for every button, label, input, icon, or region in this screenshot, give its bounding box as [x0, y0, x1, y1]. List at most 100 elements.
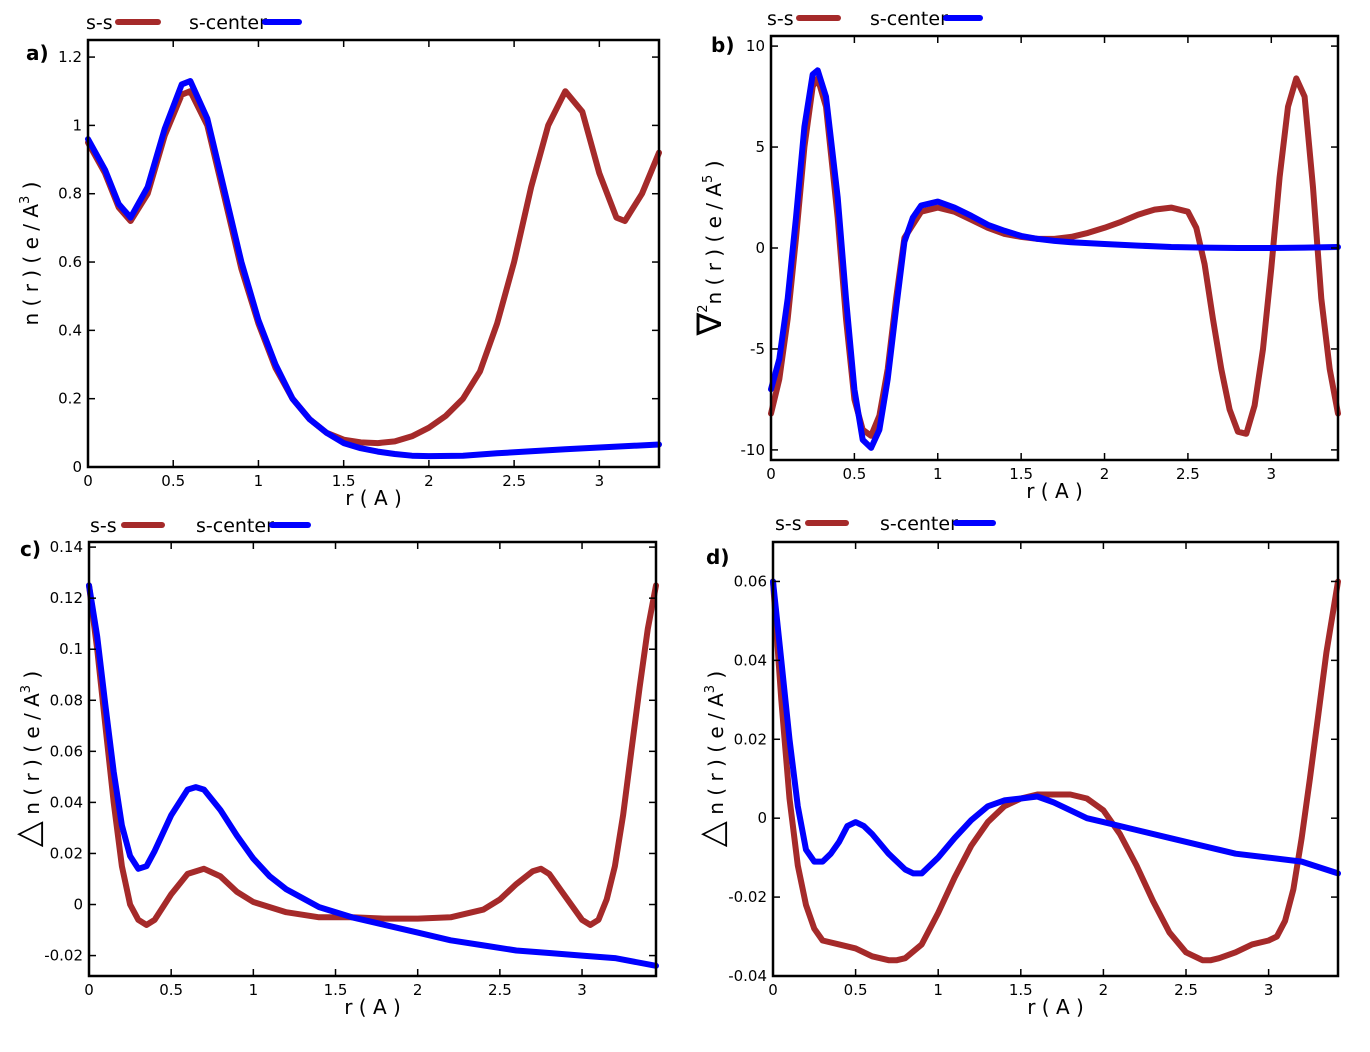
legend-label-s-center: s-center — [196, 515, 274, 537]
y-label-close: ) — [702, 160, 726, 174]
x-tick-label: 1.5 — [1009, 981, 1033, 999]
x-tick-label: 3 — [1267, 465, 1277, 483]
x-tick-label: 1 — [933, 981, 943, 999]
y-tick-label: 5 — [755, 138, 765, 156]
x-tick-label: 0 — [83, 472, 93, 490]
x-tick-label: 2 — [424, 472, 434, 490]
y-tick-label: 0 — [757, 809, 767, 827]
y-tick-label: 0.6 — [58, 253, 82, 271]
y-tick-label: 0.08 — [50, 691, 83, 709]
x-tick-label: 0 — [84, 981, 94, 999]
y-tick-label: -0.02 — [44, 947, 83, 965]
y-axis-label: △ n ( r ) ( e / A3 ) — [692, 671, 732, 848]
x-tick-label: 2.5 — [502, 472, 526, 490]
series-line-ss — [770, 578, 1341, 964]
x-tick-label: 1.5 — [324, 981, 348, 999]
y-tick-label: 0.04 — [734, 651, 767, 669]
legend-label-s-center: s-center — [189, 12, 267, 34]
y-label-text: n ( r ) ( e / A — [704, 693, 728, 821]
y-label-text: n ( r ) ( e / A — [702, 183, 726, 305]
x-tick-label: 3 — [595, 472, 605, 490]
y-tick-label: 1.2 — [58, 48, 82, 66]
y-tick-label: 0.2 — [58, 390, 82, 408]
y-tick-label: 0.12 — [50, 589, 83, 607]
legend-label-ss: s-s — [86, 12, 113, 34]
y-axis-label: ∇2n ( r ) ( e / A5 ) — [690, 160, 730, 336]
legend-label-s-center: s-center — [870, 8, 948, 30]
y-axis-label: n ( r ) ( e / A3 ) — [18, 182, 43, 326]
panel-label: c) — [20, 537, 41, 561]
panel-a: 0 0.5 1 1.5 2 2.5 3 0 0.2 0.4 0.6 0.8 1 1.2 r ( A ) n (… — [18, 12, 662, 510]
plot-frame — [87, 540, 658, 978]
y-tick-label: 0.06 — [734, 572, 767, 590]
panel-d: 0 0.5 1 1.5 2 2.5 3 -0.04 -0.02 0 0.02 0.04 0.06 r ( … — [692, 513, 1341, 1019]
series-line-s-center — [86, 582, 659, 969]
y-tick-label: 0.02 — [734, 730, 767, 748]
y-tick-label: 0.04 — [50, 793, 83, 811]
x-tick-label: 0.5 — [842, 465, 866, 483]
y-tick-label: -5 — [750, 340, 765, 358]
y-tick-label: 0 — [73, 896, 83, 914]
legend: s-s s-center — [90, 515, 311, 537]
x-axis-label: r ( A ) — [344, 995, 401, 1019]
y-tick-label: 1 — [72, 116, 82, 134]
x-axis-label: r ( A ) — [1026, 479, 1083, 503]
y-axis-label: △ n ( r ) ( e / A3 ) — [8, 671, 48, 848]
plot-frame — [771, 540, 1340, 978]
y-tick-label: -0.04 — [728, 967, 767, 985]
x-tick-label: 2 — [1100, 465, 1110, 483]
x-tick-label: 2 — [1099, 981, 1109, 999]
x-tick-label: 1 — [249, 981, 259, 999]
y-tick-label: 10 — [746, 37, 765, 55]
legend: s-s s-center — [775, 513, 996, 535]
x-tick-label: 1.5 — [1009, 465, 1033, 483]
y-label-text: n ( r ) ( e / A — [19, 204, 43, 326]
y-label-operator: △ — [8, 820, 48, 847]
series-line-s-center — [85, 78, 662, 460]
legend-label-s-center: s-center — [880, 513, 958, 535]
y-label-exponent: 3 — [19, 685, 34, 693]
y-label-close: ) — [704, 671, 728, 685]
x-tick-label: 3 — [577, 981, 587, 999]
y-label-operator-power: 2 — [696, 304, 711, 312]
y-tick-label: 0 — [72, 458, 82, 476]
plot-frame — [86, 38, 661, 469]
y-tick-label: 0.8 — [58, 185, 82, 203]
legend-label-ss: s-s — [90, 515, 117, 537]
y-label-text: n ( r ) ( e / A — [20, 693, 44, 821]
y-tick-label: 0.02 — [50, 844, 83, 862]
series-line-s-center — [768, 67, 1341, 451]
panel-c: 0 0.5 1 1.5 2 2.5 3-0.0200.020.040.060.080.10.… — [8, 515, 659, 1019]
y-tick-label: 0.1 — [59, 640, 83, 658]
y-tick-label: 0.4 — [58, 321, 82, 339]
x-tick-label: 0 — [766, 465, 776, 483]
y-label-exponent: 5 — [701, 175, 716, 183]
y-tick-label: 0.06 — [50, 742, 83, 760]
y-label-close: ) — [19, 182, 43, 196]
y-label-close: ) — [20, 671, 44, 685]
legend: s-s s-center — [767, 8, 983, 30]
panel-label: d) — [706, 545, 729, 569]
y-label-exponent: 3 — [18, 196, 33, 204]
series-line-s-center — [770, 578, 1341, 877]
y-label-exponent: 3 — [703, 685, 718, 693]
y-tick-label: -0.02 — [728, 888, 767, 906]
x-tick-label: 2 — [413, 981, 423, 999]
x-tick-label: 1.5 — [332, 472, 356, 490]
x-tick-label: 0 — [768, 981, 778, 999]
x-tick-label: 2.5 — [488, 981, 512, 999]
x-tick-label: 2.5 — [1174, 981, 1198, 999]
series-line-ss — [86, 582, 659, 928]
y-label-operator: △ — [692, 820, 732, 847]
y-tick-label: -10 — [741, 441, 766, 459]
x-tick-label: 0.5 — [844, 981, 868, 999]
x-axis-label: r ( A ) — [345, 486, 402, 510]
x-tick-label: 1 — [933, 465, 943, 483]
y-tick-label: 0.14 — [50, 538, 83, 556]
legend: s-s s-center — [86, 12, 302, 34]
panel-label: a) — [26, 41, 49, 65]
x-tick-label: 0.5 — [161, 472, 185, 490]
series-line-ss — [85, 88, 662, 447]
legend-label-ss: s-s — [775, 513, 802, 535]
